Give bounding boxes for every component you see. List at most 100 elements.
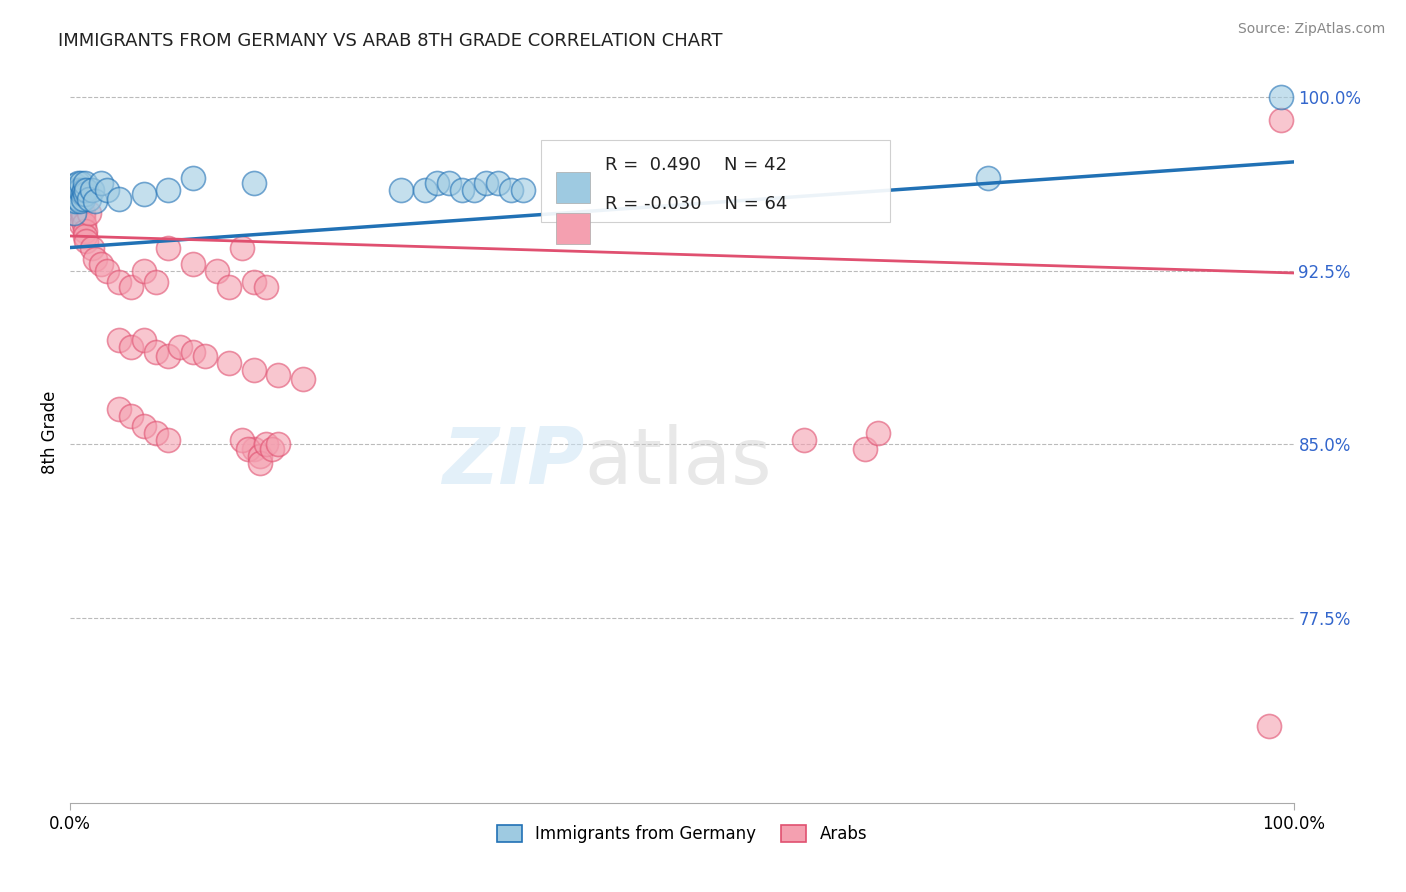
Point xyxy=(236,442,259,456)
Point xyxy=(145,275,167,289)
Point xyxy=(866,425,889,440)
Text: IMMIGRANTS FROM GERMANY VS ARAB 8TH GRADE CORRELATION CHART: IMMIGRANTS FROM GERMANY VS ARAB 8TH GRAD… xyxy=(58,32,723,50)
Point xyxy=(69,211,91,225)
Point xyxy=(65,194,87,209)
Point xyxy=(254,280,277,294)
Text: R =  0.490    N = 42: R = 0.490 N = 42 xyxy=(605,155,787,174)
Point xyxy=(66,187,89,202)
Point xyxy=(63,194,86,209)
Point xyxy=(73,224,96,238)
Y-axis label: 8th Grade: 8th Grade xyxy=(41,391,59,475)
Point xyxy=(389,183,412,197)
Point xyxy=(243,442,266,456)
FancyBboxPatch shape xyxy=(541,140,890,221)
Point xyxy=(63,183,86,197)
Point xyxy=(73,187,96,202)
Point xyxy=(83,194,105,209)
Point xyxy=(83,252,105,266)
Point xyxy=(855,442,877,456)
Point xyxy=(77,206,100,220)
Point xyxy=(291,372,314,386)
Point xyxy=(75,183,97,197)
Point xyxy=(72,187,94,202)
Point xyxy=(157,240,180,254)
Point xyxy=(1270,113,1292,128)
Point xyxy=(450,183,472,197)
Point xyxy=(157,349,180,363)
Point xyxy=(73,183,96,197)
Point xyxy=(72,192,94,206)
Point xyxy=(65,206,87,220)
Point xyxy=(82,240,104,254)
Point xyxy=(67,183,90,197)
Point xyxy=(231,433,253,447)
Point xyxy=(96,263,118,277)
Point xyxy=(63,206,86,220)
Point xyxy=(145,425,167,440)
Point xyxy=(108,275,131,289)
Point xyxy=(194,349,217,363)
Point xyxy=(488,176,510,190)
Point xyxy=(69,201,91,215)
Point xyxy=(463,183,485,197)
Point xyxy=(181,171,204,186)
Point xyxy=(90,176,112,190)
Point xyxy=(63,183,86,197)
Point xyxy=(218,356,240,370)
Point xyxy=(108,192,131,206)
Point xyxy=(793,433,815,447)
Point xyxy=(499,183,522,197)
Point xyxy=(181,344,204,359)
Point xyxy=(121,280,143,294)
Point xyxy=(72,206,94,220)
Point xyxy=(70,176,93,190)
Point xyxy=(63,178,86,192)
Point xyxy=(108,402,131,417)
Point xyxy=(1270,90,1292,104)
Point xyxy=(121,409,143,424)
Point xyxy=(66,201,89,215)
Point xyxy=(62,194,84,209)
Point xyxy=(73,229,96,244)
Point xyxy=(70,218,93,232)
Point xyxy=(475,176,498,190)
Point xyxy=(262,442,284,456)
Point xyxy=(512,183,534,197)
Point xyxy=(243,275,266,289)
Point xyxy=(426,176,449,190)
Point xyxy=(67,192,90,206)
Point xyxy=(67,206,90,220)
Point xyxy=(132,418,155,433)
Point xyxy=(62,194,84,209)
Point xyxy=(69,183,91,197)
Point xyxy=(169,340,191,354)
Point xyxy=(63,187,86,202)
Point xyxy=(75,234,97,248)
Point xyxy=(66,176,89,190)
FancyBboxPatch shape xyxy=(555,172,591,203)
Point xyxy=(231,240,253,254)
Point xyxy=(205,263,228,277)
Point xyxy=(121,340,143,354)
Point xyxy=(249,449,271,463)
Point xyxy=(108,333,131,347)
Point xyxy=(132,263,155,277)
Point xyxy=(249,456,271,470)
Point xyxy=(145,344,167,359)
Point xyxy=(254,437,277,451)
Point xyxy=(243,363,266,377)
Text: ZIP: ZIP xyxy=(441,425,583,500)
Point xyxy=(132,333,155,347)
Point xyxy=(82,183,104,197)
Point xyxy=(218,280,240,294)
Point xyxy=(73,176,96,190)
Point xyxy=(157,433,180,447)
Point xyxy=(65,183,87,197)
Point xyxy=(77,192,100,206)
Point xyxy=(243,176,266,190)
Point xyxy=(157,183,180,197)
Point xyxy=(439,176,461,190)
Text: Source: ZipAtlas.com: Source: ZipAtlas.com xyxy=(1237,22,1385,37)
Point xyxy=(132,187,155,202)
Point xyxy=(63,206,86,220)
